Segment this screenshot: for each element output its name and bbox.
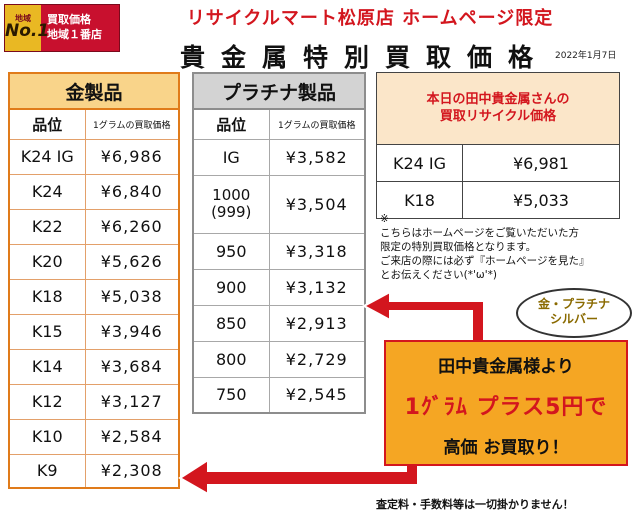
table-row: K15 ¥3,946: [8, 313, 180, 350]
platinum-grade: 850: [192, 304, 270, 342]
gold-grade: K10: [8, 418, 86, 455]
platinum-price: ¥3,504: [268, 174, 366, 234]
gold-grade: K24 IG: [8, 138, 86, 175]
table-row: K24 IG ¥6,981: [376, 144, 620, 182]
table-row: K10 ¥2,584: [8, 418, 180, 455]
gold-grade: K15: [8, 313, 86, 350]
table-row: K22 ¥6,260: [8, 208, 180, 245]
table-row: 1000 (999) ¥3,504: [192, 174, 366, 234]
tanaka-price: ¥6,981: [462, 144, 620, 182]
table-row: K18 ¥5,033: [376, 181, 620, 219]
page-title: 貴金属特別買取価格: [180, 43, 550, 72]
metal-type-bubble: 金・プラチナ シルバー: [516, 288, 632, 338]
platinum-price: ¥3,582: [268, 138, 366, 176]
gold-price: ¥2,584: [84, 418, 180, 455]
notice-text: ※ こちらはホームページをご覧いただいた方 限定の特別買取価格となります。 ご来…: [380, 213, 632, 283]
gold-price: ¥2,308: [84, 453, 180, 489]
gold-price: ¥3,684: [84, 348, 180, 385]
tanaka-grade: K24 IG: [376, 144, 463, 182]
gold-col-price: 1グラムの買取価格: [84, 108, 180, 140]
date-label: 2022年1月7日: [555, 51, 617, 61]
platinum-price: ¥2,545: [268, 376, 366, 414]
table-row: 900 ¥3,132: [192, 268, 366, 306]
badge-prefix: 地域: [15, 13, 31, 23]
gold-price: ¥5,626: [84, 243, 180, 280]
gold-price: ¥6,986: [84, 138, 180, 175]
promo-banner: 田中貴金属様より 1ｸﾞﾗﾑ プラス5円で 高価 お買取り！: [384, 340, 628, 466]
arrow-to-platinum-icon: [361, 290, 485, 343]
gold-grade: K12: [8, 383, 86, 420]
gold-price: ¥6,260: [84, 208, 180, 245]
no1-icon: 地域 No.1: [5, 5, 50, 51]
notice-mark: ※: [380, 213, 389, 225]
platinum-col-grade: 品位: [192, 108, 270, 140]
footer-note: 査定料・手数料等は一切掛かりません！: [376, 498, 574, 511]
table-row: K14 ¥3,684: [8, 348, 180, 385]
table-row: K18 ¥5,038: [8, 278, 180, 315]
gold-price: ¥3,127: [84, 383, 180, 420]
table-row: K24 IG ¥6,986: [8, 138, 180, 175]
shop-title: リサイクルマート松原店 ホームページ限定: [186, 8, 554, 29]
gold-grade: K18: [8, 278, 86, 315]
table-row: 800 ¥2,729: [192, 340, 366, 378]
gold-price: ¥3,946: [84, 313, 180, 350]
platinum-table-title: プラチナ製品: [192, 72, 366, 110]
platinum-col-price: 1グラムの買取価格: [268, 108, 366, 140]
table-row: 750 ¥2,545: [192, 376, 366, 414]
platinum-grade: 950: [192, 232, 270, 270]
badge-no1-text: No.1: [5, 21, 50, 42]
table-row: K12 ¥3,127: [8, 383, 180, 420]
table-row: IG ¥3,582: [192, 138, 366, 176]
table-row: K24 ¥6,840: [8, 173, 180, 210]
gold-price-table: 金製品 品位 1グラムの買取価格 K24 IG ¥6,986 K24 ¥6,840 …: [8, 72, 180, 489]
gold-price: ¥6,840: [84, 173, 180, 210]
ranking-badge: 地域 No.1 買取価格 地域１番店: [4, 4, 120, 52]
tanaka-price: ¥5,033: [462, 181, 620, 219]
promo-line3: 高価 お買取り！: [443, 438, 569, 458]
bubble-line1: 金・プラチナ: [537, 297, 610, 311]
platinum-price: ¥2,729: [268, 340, 366, 378]
platinum-grade-sub: (999): [211, 203, 252, 221]
badge-line1: 買取価格: [47, 13, 91, 27]
table-row: K9 ¥2,308: [8, 453, 180, 489]
tanaka-grade: K18: [376, 181, 463, 219]
notice-line1: こちらはホームページをご覧いただいた方: [380, 226, 579, 239]
tanaka-price-table: 本日の田中貴金属さんの 買取リサイクル価格 K24 IG ¥6,981 K18 ¥5…: [376, 72, 620, 219]
table-row: 950 ¥3,318: [192, 232, 366, 270]
platinum-grade: 900: [192, 268, 270, 306]
platinum-price-table: プラチナ製品 品位 1グラムの買取価格 IG ¥3,582 1000 (999) …: [192, 72, 366, 414]
gold-grade: K9: [8, 453, 86, 489]
gold-price: ¥5,038: [84, 278, 180, 315]
platinum-grade: 1000 (999): [192, 174, 270, 234]
notice-line4: とお伝えください(*'ω'*): [380, 268, 497, 281]
gold-col-grade: 品位: [8, 108, 86, 140]
badge-line2: 地域１番店: [47, 28, 102, 41]
platinum-price: ¥2,913: [268, 304, 366, 342]
platinum-grade-main: 1000: [212, 185, 251, 204]
platinum-price: ¥3,318: [268, 232, 366, 270]
gold-grade: K22: [8, 208, 86, 245]
platinum-grade: 800: [192, 340, 270, 378]
platinum-grade: IG: [192, 138, 270, 176]
notice-line3: ご来店の際には必ず『ホームページを見た』: [380, 254, 590, 267]
tanaka-title-line1: 本日の田中貴金属さんの: [426, 91, 570, 107]
gold-grade: K20: [8, 243, 86, 280]
table-row: K20 ¥5,626: [8, 243, 180, 280]
tanaka-table-title: 本日の田中貴金属さんの 買取リサイクル価格: [376, 72, 620, 145]
tanaka-title-line2: 買取リサイクル価格: [439, 108, 557, 124]
platinum-price: ¥3,132: [268, 268, 366, 306]
table-row: 850 ¥2,913: [192, 304, 366, 342]
gold-grade: K24: [8, 173, 86, 210]
gold-table-title: 金製品: [8, 72, 180, 110]
gold-grade: K14: [8, 348, 86, 385]
promo-line2: 1ｸﾞﾗﾑ プラス5円で: [404, 395, 608, 420]
notice-line2: 限定の特別買取価格となります。: [380, 240, 537, 253]
platinum-grade: 750: [192, 376, 270, 414]
bubble-line2: シルバー: [549, 312, 598, 326]
promo-line1: 田中貴金属様より: [438, 357, 574, 377]
